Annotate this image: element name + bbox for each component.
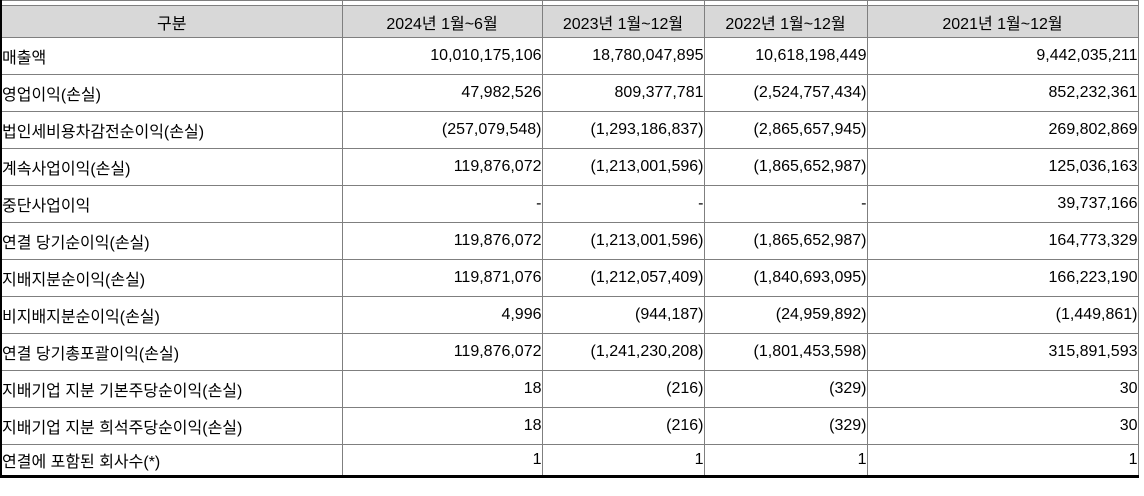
- cell-value: 852,232,361: [866, 74, 1139, 112]
- cell-value: 315,891,593: [866, 333, 1139, 371]
- table-row: 지배기업 지분 희석주당순이익(손실) 18 (216) (329) 30: [0, 407, 1139, 445]
- cell-value: 1: [541, 444, 705, 477]
- cropped-row-above: [0, 0, 1139, 6]
- cell-value: (2,524,757,434): [703, 74, 868, 112]
- table-header-row: 구분 2024년 1월~6월 2023년 1월~12월 2022년 1월~12월…: [0, 5, 1139, 38]
- cell-value: (1,840,693,095): [703, 259, 868, 297]
- cell-value: 30: [866, 407, 1139, 445]
- row-label: 계속사업이익(손실): [0, 148, 343, 186]
- cell-value: 119,876,072: [341, 333, 543, 371]
- table-row: 영업이익(손실) 47,982,526 809,377,781 (2,524,757,…: [0, 74, 1139, 112]
- cell-value: 164,773,329: [866, 222, 1139, 260]
- cell-value: 18: [341, 407, 543, 445]
- column-header-2021: 2021년 1월~12월: [866, 5, 1139, 38]
- cell-value: 10,010,175,106: [341, 37, 543, 75]
- row-label: 매출액: [0, 37, 343, 75]
- table-row: 중단사업이익 - - -39,737,166: [0, 185, 1139, 223]
- cell-value: -: [703, 185, 868, 223]
- cell-value: (1,449,861): [866, 296, 1139, 334]
- cell-value: -: [341, 185, 543, 223]
- cell-value: 119,871,076: [341, 259, 543, 297]
- cell-value: (1,213,001,596): [541, 148, 705, 186]
- cell-value: 1: [341, 444, 543, 477]
- cell-value: 809,377,781: [541, 74, 705, 112]
- column-header-2022: 2022년 1월~12월: [703, 5, 868, 38]
- row-label: 중단사업이익: [0, 185, 343, 223]
- cell-value: 269,802,869: [866, 111, 1139, 149]
- table-row: 지배지분순이익(손실) 119,871,076 (1,212,057,409) (1,…: [0, 259, 1139, 297]
- table-row: 계속사업이익(손실) 119,876,072 (1,213,001,596) (1,8…: [0, 148, 1139, 186]
- cell-value: 1: [866, 444, 1139, 477]
- cell-value: (257,079,548): [341, 111, 543, 149]
- cell-value: 47,982,526: [341, 74, 543, 112]
- cell-value: (1,293,186,837): [541, 111, 705, 149]
- row-label: 연결에 포함된 회사수(*): [0, 444, 343, 477]
- cell-value: -: [541, 185, 705, 223]
- cell-value: (944,187): [541, 296, 705, 334]
- row-label: 지배지분순이익(손실): [0, 259, 343, 297]
- cell-value: (216): [541, 370, 705, 408]
- cropped-cell: [866, 0, 1139, 6]
- cell-value: (2,865,657,945): [703, 111, 868, 149]
- cell-value: (1,865,652,987): [703, 148, 868, 186]
- cell-value: (1,241,230,208): [541, 333, 705, 371]
- table-row: 비지배지분순이익(손실) 4,996 (944,187) (24,959,892) (1…: [0, 296, 1139, 334]
- cell-value: 119,876,072: [341, 148, 543, 186]
- cell-value: 4,996: [341, 296, 543, 334]
- row-label: 비지배지분순이익(손실): [0, 296, 343, 334]
- cell-value: 18,780,047,895: [541, 37, 705, 75]
- table-row: 연결 당기순이익(손실) 119,876,072 (1,213,001,596) (1…: [0, 222, 1139, 260]
- column-header-2024: 2024년 1월~6월: [341, 5, 543, 38]
- cell-value: (216): [541, 407, 705, 445]
- row-label: 연결 당기순이익(손실): [0, 222, 343, 260]
- cell-value: 119,876,072: [341, 222, 543, 260]
- cell-value: 39,737,166: [866, 185, 1139, 223]
- cell-value: (329): [703, 407, 868, 445]
- cell-value: (329): [703, 370, 868, 408]
- row-label: 지배기업 지분 기본주당순이익(손실): [0, 370, 343, 408]
- row-label: 연결 당기총포괄이익(손실): [0, 333, 343, 371]
- column-header-2023: 2023년 1월~12월: [541, 5, 705, 38]
- row-label: 영업이익(손실): [0, 74, 343, 112]
- table-row: 연결에 포함된 회사수(*) 1 1 1 1: [0, 444, 1139, 477]
- table-row: 연결 당기총포괄이익(손실) 119,876,072 (1,241,230,208)…: [0, 333, 1139, 371]
- cell-value: (1,212,057,409): [541, 259, 705, 297]
- cell-value: 125,036,163: [866, 148, 1139, 186]
- table-row: 매출액 10,010,175,106 18,780,047,895 10,618,19…: [0, 37, 1139, 75]
- cell-value: 1: [703, 444, 868, 477]
- column-header-category: 구분: [0, 5, 343, 38]
- cell-value: 18: [341, 370, 543, 408]
- cell-value: (1,865,652,987): [703, 222, 868, 260]
- table-row: 지배기업 지분 기본주당순이익(손실) 18 (216) (329) 30: [0, 370, 1139, 408]
- cell-value: 9,442,035,211: [866, 37, 1139, 75]
- cell-value: 30: [866, 370, 1139, 408]
- table-row: 법인세비용차감전순이익(손실) (257,079,548) (1,293,186,8…: [0, 111, 1139, 149]
- cell-value: 166,223,190: [866, 259, 1139, 297]
- cell-value: (1,801,453,598): [703, 333, 868, 371]
- row-label: 지배기업 지분 희석주당순이익(손실): [0, 407, 343, 445]
- row-label: 법인세비용차감전순이익(손실): [0, 111, 343, 149]
- cell-value: (1,213,001,596): [541, 222, 705, 260]
- financial-summary-table: 구분 2024년 1월~6월 2023년 1월~12월 2022년 1월~12월…: [0, 0, 1139, 478]
- cell-value: 10,618,198,449: [703, 37, 868, 75]
- cell-value: (24,959,892): [703, 296, 868, 334]
- table-body: 매출액 10,010,175,106 18,780,047,895 10,618,19…: [0, 37, 1139, 477]
